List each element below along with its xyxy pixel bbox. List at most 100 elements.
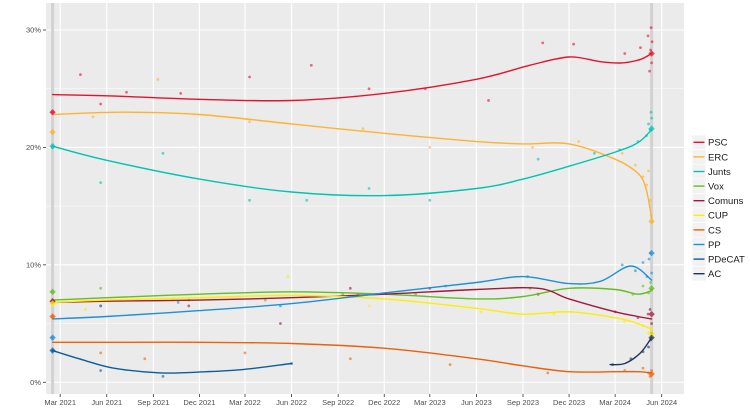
- trend-line-cup: [51, 294, 653, 331]
- poll-point: [633, 269, 637, 273]
- election-result-psc: [648, 50, 655, 57]
- legend: PSC ERC Junts Vox Comuns CUP CS PP PDeCAT AC: [691, 134, 745, 282]
- poll-point: [650, 369, 653, 372]
- x-tick-label: Sep 2022: [322, 398, 354, 407]
- legend-label-junts: Junts: [708, 167, 731, 178]
- trend-line-ac: [609, 336, 653, 366]
- poll-point: [248, 75, 251, 79]
- poll-point: [248, 198, 251, 202]
- y-tick-label: 30%: [26, 26, 41, 35]
- poll-point: [176, 301, 180, 304]
- poll-point: [647, 169, 650, 173]
- y-tick-label: 10%: [26, 261, 41, 270]
- poll-point: [179, 92, 183, 95]
- poll-point: [647, 257, 651, 261]
- poll-point: [552, 312, 556, 316]
- x-tick-label: Mar 2024: [599, 398, 631, 407]
- election-result-erc: [49, 128, 56, 136]
- poll-point: [546, 371, 550, 375]
- poll-point: [414, 292, 418, 296]
- poll-point: [84, 308, 87, 311]
- poll-point: [79, 73, 82, 77]
- legend-label-pp: PP: [708, 240, 721, 251]
- plot-background: [46, 3, 684, 394]
- election-results: [49, 50, 655, 378]
- poll-point: [641, 366, 645, 370]
- poll-point: [348, 286, 352, 290]
- poll-point: [161, 151, 165, 155]
- poll-point: [187, 304, 191, 308]
- x-tick-label: Sep 2023: [507, 398, 539, 407]
- election-result-vox: [648, 285, 655, 292]
- election-result-pp: [49, 334, 56, 341]
- trend-line-vox: [51, 287, 653, 301]
- legend-label-comuns: Comuns: [708, 196, 744, 207]
- poll-point: [649, 110, 653, 114]
- legend-label-erc: ERC: [708, 152, 728, 163]
- legend-label-cs: CS: [708, 225, 721, 236]
- poll-point: [479, 310, 483, 314]
- election-result-vox: [49, 288, 56, 296]
- trend-line-pdecat: [51, 349, 293, 374]
- poll-point: [639, 46, 642, 50]
- poll-point: [428, 198, 432, 202]
- grid-lines: [46, 3, 684, 394]
- poll-point: [647, 122, 650, 126]
- poll-point: [367, 304, 371, 308]
- x-tick-label: Sep 2021: [137, 398, 169, 407]
- poll-point: [367, 187, 371, 190]
- x-tick-label: Dec 2021: [183, 398, 215, 407]
- poll-point: [99, 304, 103, 308]
- legend-label-cup: CUP: [708, 211, 728, 222]
- poll-point: [99, 181, 103, 185]
- x-tick-label: Mar 2023: [414, 398, 446, 407]
- election-result-comuns: [648, 310, 655, 318]
- poll-point: [263, 298, 267, 302]
- poll-point: [646, 34, 650, 38]
- trend-line-psc: [51, 52, 653, 102]
- legend-label-vox: Vox: [708, 182, 724, 193]
- legend-label-psc: PSC: [708, 138, 728, 149]
- x-tick-label: Mar 2022: [229, 398, 261, 407]
- poll-point: [305, 198, 309, 202]
- election-result-cup: [648, 330, 655, 338]
- poll-point: [641, 261, 645, 264]
- poll-point: [309, 63, 313, 67]
- x-axis: Mar 2021 Jun 2021 Sep 2021 Dec 2021 Mar 2022…: [44, 394, 677, 407]
- election-result-junts: [648, 125, 655, 132]
- election-result-cup: [49, 300, 56, 307]
- poll-point: [161, 374, 165, 378]
- poll-point: [649, 281, 652, 284]
- election-result-ac: [648, 334, 655, 341]
- poll-point: [650, 271, 653, 275]
- poll-point: [648, 69, 651, 73]
- trend-lines: [51, 52, 653, 374]
- poll-point: [99, 286, 103, 290]
- poll-point: [156, 77, 160, 81]
- poll-point: [646, 312, 650, 316]
- poll-point: [620, 151, 624, 155]
- poll-point: [243, 351, 247, 355]
- election-result-erc: [648, 218, 655, 225]
- poll-point: [650, 116, 653, 120]
- poll-point: [648, 308, 652, 311]
- trend-line-erc: [51, 111, 653, 219]
- y-tick-label: 0%: [30, 378, 41, 387]
- poll-point: [577, 140, 581, 143]
- x-tick-label: Dec 2023: [553, 398, 585, 407]
- poll-point: [650, 61, 653, 65]
- poll-point: [641, 284, 645, 288]
- poll-point: [286, 275, 290, 278]
- poll-point: [361, 127, 365, 131]
- poll-point: [633, 163, 637, 167]
- poll-point: [650, 322, 653, 325]
- poll-point: [536, 157, 540, 161]
- poll-point: [99, 351, 103, 355]
- poll-point: [541, 41, 545, 45]
- trend-line-comuns: [51, 287, 653, 320]
- poll-point: [99, 369, 103, 372]
- poll-point: [91, 115, 95, 119]
- y-tick-label: 20%: [26, 143, 41, 152]
- poll-point: [99, 102, 103, 106]
